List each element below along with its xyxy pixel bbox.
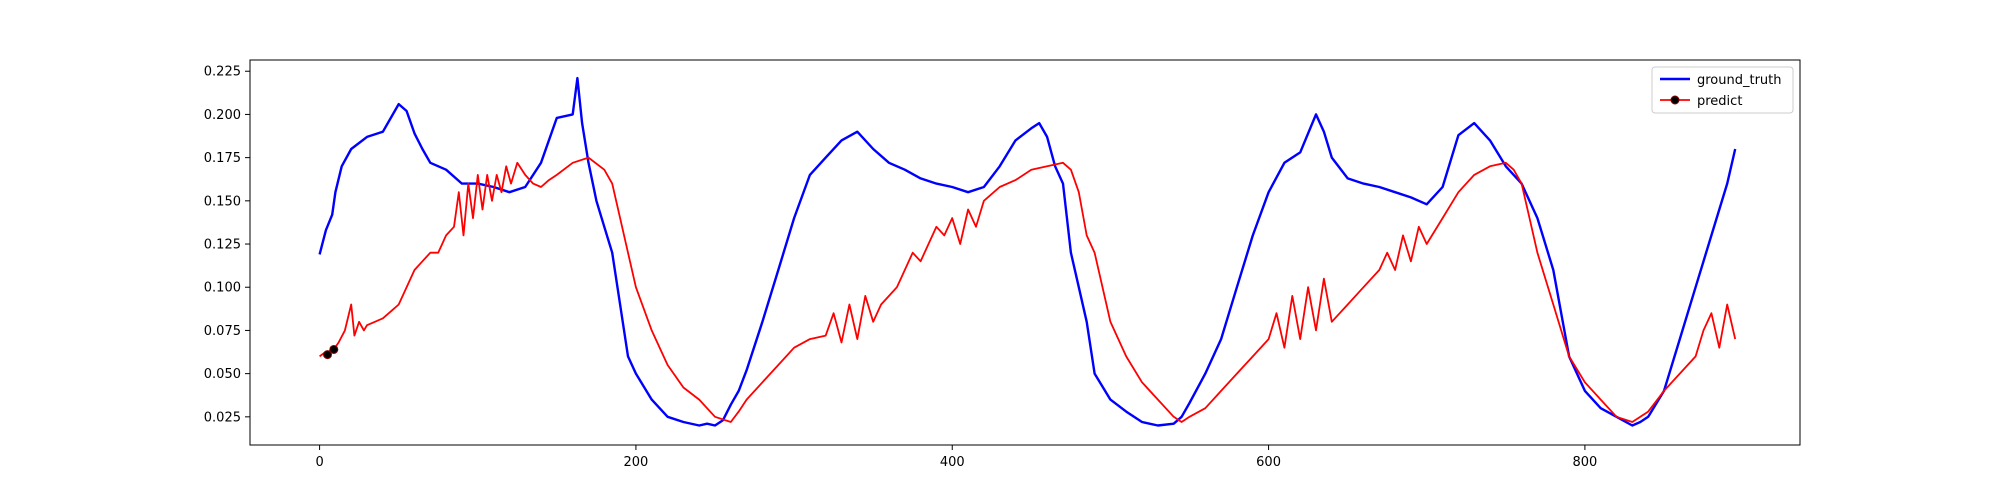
x-tick-label: 200 (624, 455, 649, 470)
y-tick-label: 0.050 (204, 367, 241, 382)
legend-predict-marker (1670, 95, 1680, 105)
legend-predict-label: predict (1697, 94, 1742, 109)
y-tick-label: 0.025 (204, 410, 241, 425)
x-tick-label: 800 (1572, 455, 1597, 470)
x-axis: 0 200 400 600 800 (315, 445, 1597, 470)
x-tick-label: 400 (940, 455, 965, 470)
y-tick-label: 0.150 (204, 194, 241, 209)
series-line-ground-truth (318, 76, 1737, 427)
y-tick-label: 0.100 (204, 281, 241, 296)
x-tick-label: 0 (315, 455, 323, 470)
predict-marker (323, 350, 332, 360)
y-tick-label: 0.175 (204, 151, 241, 166)
plot-area (249, 59, 1801, 446)
legend-ground-truth-label: ground_truth (1697, 73, 1782, 88)
x-tick-label: 600 (1256, 455, 1281, 470)
y-axis: 0.025 0.050 0.075 0.100 0.125 0.150 0.175 0.200… (204, 65, 250, 425)
predict-marker (329, 344, 339, 354)
y-tick-label: 0.200 (204, 108, 241, 123)
legend: ground_truth predict (1651, 66, 1794, 114)
axes-frame (249, 59, 1801, 446)
series-line-predict (319, 156, 1737, 423)
y-tick-label: 0.125 (204, 238, 241, 253)
y-tick-label: 0.075 (204, 324, 241, 339)
y-tick-label: 0.225 (204, 65, 241, 80)
